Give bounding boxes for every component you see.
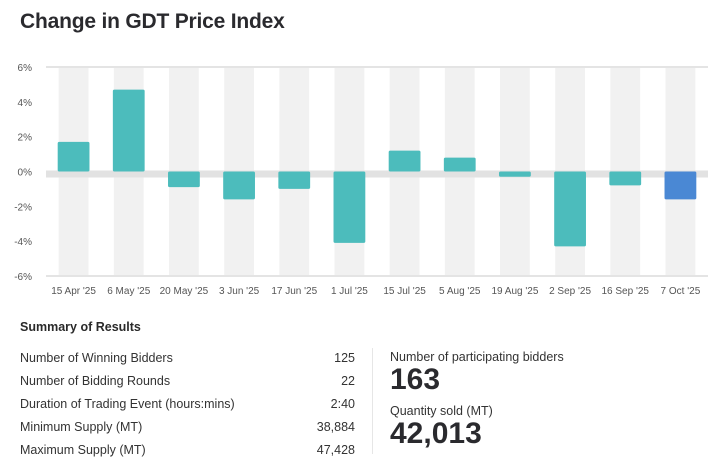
bar — [499, 171, 531, 177]
summary-row-value: 38,884 — [316, 420, 355, 434]
summary-row-value: 47,428 — [316, 443, 355, 457]
kpi-value: 163 — [390, 363, 441, 396]
summary-row: Number of Bidding Rounds 22 — [20, 371, 355, 394]
bar — [168, 171, 200, 188]
kpi-label: Number of participating bidders — [390, 350, 564, 364]
x-tick-label: 5 Aug '25 — [439, 286, 481, 297]
summary-title: Summary of Results — [20, 320, 141, 334]
summary-row-label: Number of Winning Bidders — [20, 351, 173, 365]
x-tick-label: 19 Aug '25 — [491, 286, 538, 297]
y-tick-label: 4% — [18, 98, 33, 109]
bar — [443, 157, 476, 172]
y-tick-label: -6% — [14, 272, 32, 283]
bar — [278, 171, 311, 189]
x-tick-label: 1 Jul '25 — [331, 286, 368, 297]
bar — [223, 171, 255, 200]
bar — [112, 89, 145, 172]
summary-row-label: Number of Bidding Rounds — [20, 374, 171, 388]
x-tick-label: 6 May '25 — [107, 286, 150, 297]
zero-line — [46, 170, 708, 178]
bar — [333, 171, 366, 243]
x-tick-label: 2 Sep '25 — [549, 286, 591, 297]
x-tick-label: 3 Jun '25 — [219, 286, 260, 297]
kpi-participating-bidders: Number of participating bidders 163 — [390, 350, 564, 396]
y-tick-label: -4% — [14, 237, 32, 248]
summary-row: Minimum Supply (MT) 38,884 — [20, 417, 355, 440]
summary-divider — [372, 348, 373, 454]
x-tick-label: 20 May '25 — [160, 286, 209, 297]
x-tick-label: 7 Oct '25 — [661, 286, 701, 297]
summary-row-value: 2:40 — [330, 397, 355, 411]
y-tick-label: 6% — [18, 63, 33, 74]
summary-row: Maximum Supply (MT) 47,428 — [20, 440, 355, 463]
summary-row-value: 22 — [341, 374, 355, 388]
summary-row-label: Duration of Trading Event (hours:mins) — [20, 397, 235, 411]
summary-row: Number of Winning Bidders 125 — [20, 348, 355, 371]
kpi-quantity-sold: Quantity sold (MT) 42,013 — [390, 404, 493, 450]
summary-row: Duration of Trading Event (hours:mins) 2… — [20, 394, 355, 417]
summary-row-label: Minimum Supply (MT) — [20, 420, 143, 434]
summary-row-value: 125 — [334, 351, 355, 365]
y-tick-label: 0% — [18, 168, 33, 179]
kpi-label: Quantity sold (MT) — [390, 404, 493, 418]
bar — [554, 171, 586, 247]
bar — [664, 171, 697, 200]
x-tick-label: 16 Sep '25 — [601, 286, 649, 297]
x-tick-label: 15 Jul '25 — [383, 286, 426, 297]
summary-table: Number of Winning Bidders 125 Number of … — [20, 348, 355, 463]
x-tick-label: 15 Apr '25 — [51, 286, 96, 297]
chart-title: Change in GDT Price Index — [20, 10, 285, 33]
bar-chart: 6% 4% 2% 0% -2% -4% -6% 15 Apr '25 6 May '25 20 M… — [14, 63, 708, 297]
y-tick-label: 2% — [18, 133, 33, 144]
summary-row-label: Maximum Supply (MT) — [20, 443, 146, 457]
bar — [388, 150, 421, 172]
y-tick-label: -2% — [14, 202, 32, 213]
x-tick-label: 17 Jun '25 — [271, 286, 317, 297]
kpi-value: 42,013 — [390, 417, 482, 450]
bar — [609, 171, 642, 186]
bar — [57, 141, 90, 172]
